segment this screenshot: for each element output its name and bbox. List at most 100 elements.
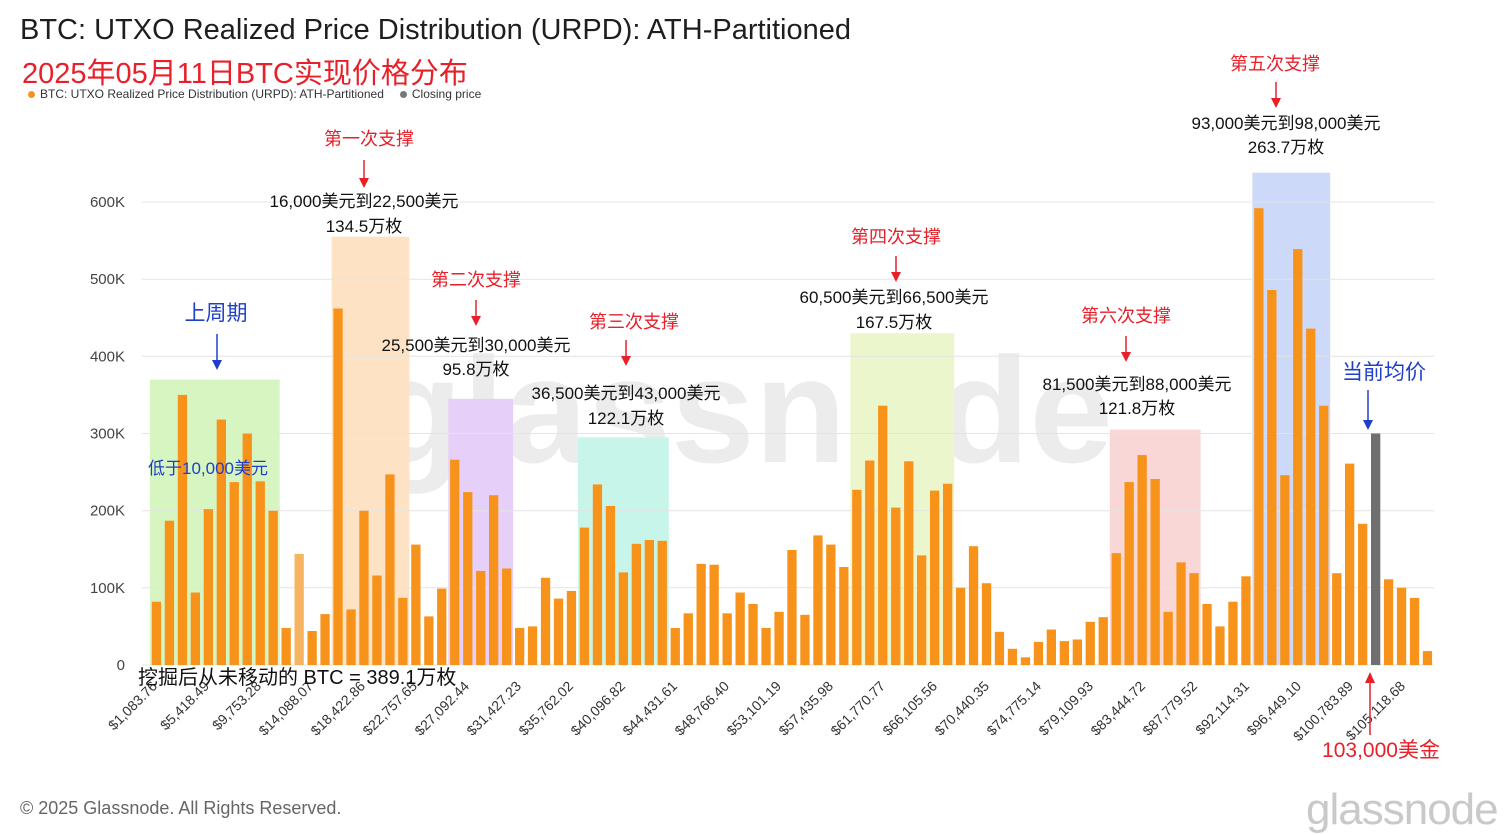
bar[interactable] bbox=[618, 572, 628, 665]
bar[interactable] bbox=[463, 492, 473, 665]
bar[interactable] bbox=[1189, 573, 1199, 665]
bar[interactable] bbox=[1332, 573, 1342, 665]
bar[interactable] bbox=[1098, 617, 1108, 665]
bar[interactable] bbox=[1280, 475, 1290, 665]
bar[interactable] bbox=[411, 544, 421, 665]
legend-item-closing-price[interactable]: Closing price bbox=[399, 87, 481, 101]
bar[interactable] bbox=[994, 631, 1005, 665]
bar[interactable] bbox=[450, 459, 460, 665]
bar[interactable] bbox=[268, 510, 278, 665]
bar[interactable] bbox=[1293, 249, 1303, 665]
bar[interactable] bbox=[1267, 290, 1277, 665]
bar[interactable] bbox=[489, 495, 499, 665]
bar[interactable] bbox=[852, 489, 862, 665]
bar[interactable] bbox=[968, 546, 979, 665]
bar[interactable] bbox=[1383, 579, 1394, 665]
bar[interactable] bbox=[1046, 629, 1056, 666]
bar[interactable] bbox=[826, 544, 836, 665]
bar[interactable] bbox=[216, 419, 226, 665]
bar[interactable] bbox=[1254, 208, 1264, 665]
bar[interactable] bbox=[943, 483, 953, 665]
bar[interactable] bbox=[177, 394, 188, 665]
bar[interactable] bbox=[1007, 648, 1018, 665]
bar[interactable] bbox=[800, 614, 810, 665]
bar[interactable] bbox=[333, 308, 343, 666]
bar[interactable] bbox=[1202, 604, 1212, 665]
bar[interactable] bbox=[1176, 562, 1186, 665]
bar[interactable] bbox=[424, 616, 434, 665]
bar[interactable] bbox=[1306, 328, 1316, 665]
bar[interactable] bbox=[1111, 553, 1121, 665]
bar[interactable] bbox=[527, 626, 538, 665]
bar[interactable] bbox=[865, 460, 875, 666]
bar[interactable] bbox=[307, 631, 317, 665]
bar[interactable] bbox=[1345, 463, 1355, 665]
bar[interactable] bbox=[502, 568, 512, 666]
bar[interactable] bbox=[709, 564, 719, 665]
bar[interactable] bbox=[891, 507, 901, 665]
bar[interactable] bbox=[1422, 651, 1433, 665]
bar[interactable] bbox=[592, 484, 603, 665]
bar[interactable] bbox=[553, 598, 564, 665]
bar[interactable] bbox=[398, 597, 408, 665]
bar[interactable] bbox=[566, 590, 577, 665]
bar[interactable] bbox=[1163, 611, 1173, 665]
bar[interactable] bbox=[722, 613, 732, 665]
bar[interactable] bbox=[1085, 621, 1095, 665]
bar[interactable] bbox=[917, 555, 927, 665]
bar[interactable] bbox=[1150, 479, 1160, 665]
bar[interactable] bbox=[1396, 587, 1407, 665]
bar[interactable] bbox=[190, 592, 200, 666]
bar[interactable] bbox=[346, 609, 356, 665]
bar[interactable] bbox=[696, 563, 706, 665]
bar[interactable] bbox=[1215, 626, 1225, 665]
bar[interactable] bbox=[203, 509, 213, 665]
bar[interactable] bbox=[359, 510, 369, 665]
bar[interactable] bbox=[1072, 639, 1082, 666]
bar[interactable] bbox=[242, 433, 252, 666]
bar[interactable] bbox=[605, 506, 616, 665]
bar[interactable] bbox=[540, 577, 551, 665]
bar[interactable] bbox=[683, 613, 693, 665]
bar[interactable] bbox=[579, 527, 590, 665]
closing-price-bar[interactable] bbox=[1371, 433, 1381, 666]
bar[interactable] bbox=[981, 583, 992, 665]
bar[interactable] bbox=[229, 482, 239, 665]
bar[interactable] bbox=[839, 567, 849, 665]
bar[interactable] bbox=[151, 601, 162, 665]
bar[interactable] bbox=[1020, 657, 1031, 665]
bar[interactable] bbox=[1033, 641, 1044, 665]
bar[interactable] bbox=[1059, 641, 1069, 665]
bar[interactable] bbox=[1137, 455, 1147, 665]
bar[interactable] bbox=[761, 628, 771, 665]
bar[interactable] bbox=[748, 604, 758, 665]
bar[interactable] bbox=[930, 490, 940, 665]
bar[interactable] bbox=[1358, 523, 1368, 665]
bar[interactable] bbox=[670, 628, 680, 665]
bar[interactable] bbox=[372, 575, 382, 666]
bar[interactable] bbox=[1124, 482, 1134, 665]
bar[interactable] bbox=[476, 570, 486, 665]
bar[interactable] bbox=[1241, 576, 1251, 665]
bar[interactable] bbox=[320, 614, 330, 665]
bar[interactable] bbox=[164, 520, 175, 665]
bar[interactable] bbox=[281, 628, 291, 665]
bar[interactable] bbox=[735, 592, 745, 666]
bar[interactable] bbox=[1319, 405, 1329, 665]
bar[interactable] bbox=[385, 474, 395, 665]
bar[interactable] bbox=[631, 543, 641, 665]
bar[interactable] bbox=[1228, 601, 1238, 665]
bar[interactable] bbox=[1409, 597, 1420, 665]
bar[interactable] bbox=[955, 587, 966, 665]
bar[interactable] bbox=[294, 553, 304, 665]
bar[interactable] bbox=[774, 611, 784, 665]
bar[interactable] bbox=[255, 481, 265, 665]
bar[interactable] bbox=[904, 461, 914, 665]
bar[interactable] bbox=[657, 540, 667, 665]
bar[interactable] bbox=[787, 550, 797, 665]
bar[interactable] bbox=[437, 588, 447, 665]
bar[interactable] bbox=[813, 535, 823, 665]
legend-item-urpd[interactable]: BTC: UTXO Realized Price Distribution (U… bbox=[28, 87, 384, 101]
bar[interactable] bbox=[878, 405, 888, 665]
bar[interactable] bbox=[515, 628, 525, 665]
